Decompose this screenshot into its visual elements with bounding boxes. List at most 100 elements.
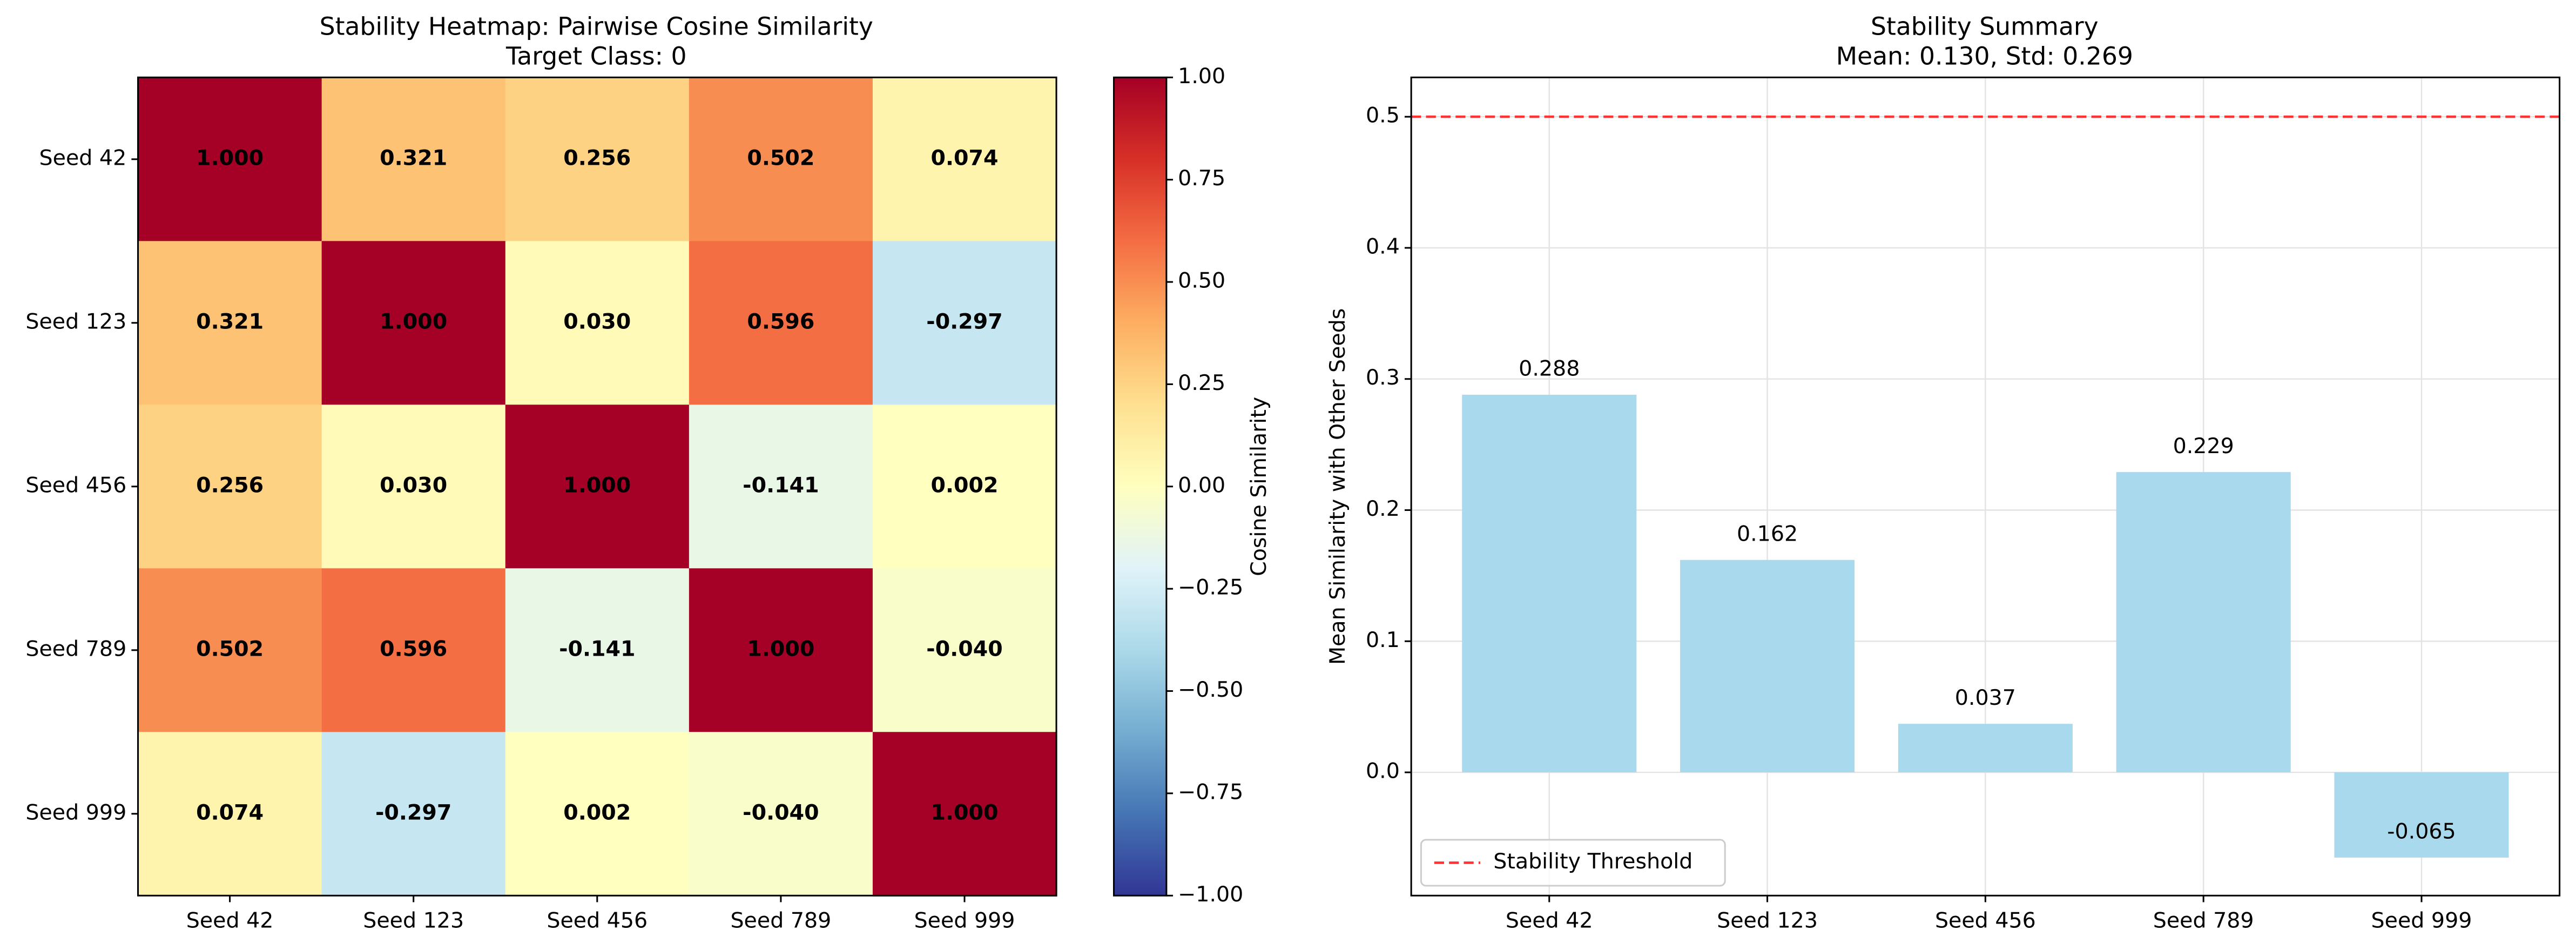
cell-label: 1.000: [196, 145, 264, 170]
heatmap-cell: [689, 405, 874, 569]
bar: [1680, 560, 1855, 773]
cell-label: 0.321: [196, 309, 264, 334]
cell-label: 0.596: [747, 309, 814, 334]
heatmap-cell: [872, 568, 1057, 733]
x-tick-label: Seed 42: [186, 908, 274, 933]
heatmap-cell: [138, 77, 323, 242]
cell-label: 0.030: [563, 309, 631, 334]
heatmap-cell: [689, 241, 874, 406]
bar: [2116, 472, 2291, 773]
bar: [2334, 772, 2509, 858]
y-tick-label: 0.0: [1366, 759, 1400, 784]
colorbar-tick-label: 1.00: [1178, 64, 1225, 89]
heatmap-cell: [321, 568, 507, 733]
colorbar-tick-label: −0.50: [1178, 677, 1243, 702]
plot-frame: [1410, 76, 2561, 897]
heatmap-cell: [321, 241, 507, 406]
heatmap-cell: [505, 405, 690, 569]
cell-label: -0.141: [743, 473, 819, 497]
heatmap-title: Stability Heatmap: Pairwise Cosine Simil…: [320, 12, 873, 41]
colorbar-label: Cosine Similarity: [1246, 397, 1271, 576]
bar-title: Stability Summary: [1871, 12, 2099, 41]
bar-value-label: 0.288: [1519, 356, 1580, 381]
colorbar: [1113, 76, 1168, 897]
colorbar-tick-label: 0.25: [1178, 370, 1225, 395]
heatmap-cell: [321, 732, 507, 897]
cell-label: 0.502: [747, 145, 814, 170]
heatmap-cell: [689, 77, 874, 242]
heatmap-subtitle: Target Class: 0: [505, 42, 687, 70]
y-tick-label: Seed 789: [25, 636, 126, 661]
cell-label: 0.002: [930, 473, 998, 497]
cell-label: -0.297: [926, 309, 1002, 334]
colorbar-tick-label: −1.00: [1178, 882, 1243, 907]
heatmap-cell: [505, 77, 690, 242]
bar: [1462, 394, 1637, 773]
x-tick-label: Seed 999: [2371, 908, 2472, 933]
x-tick-label: Seed 789: [2153, 908, 2254, 933]
colorbar-tick-label: −0.25: [1178, 575, 1243, 600]
x-tick-label: Seed 999: [914, 908, 1015, 933]
heatmap-cell: [689, 732, 874, 897]
x-tick-label: Seed 789: [730, 908, 831, 933]
x-tick-label: Seed 42: [1506, 908, 1593, 933]
cell-label: 1.000: [563, 473, 631, 497]
cell-label: 1.000: [930, 800, 998, 825]
y-tick-label: 0.2: [1366, 496, 1400, 521]
legend-label: Stability Threshold: [1493, 849, 1692, 874]
heatmap-cell: [138, 732, 323, 897]
bar-value-label: 0.162: [1737, 522, 1798, 547]
heatmap-cell: [321, 77, 507, 242]
cell-label: 1.000: [380, 309, 447, 334]
heatmap-cell: [505, 568, 690, 733]
y-tick-label: Seed 42: [39, 145, 127, 170]
y-tick-label: Seed 999: [25, 800, 126, 825]
x-tick-label: Seed 123: [363, 908, 464, 933]
bar-value-label: -0.065: [2387, 819, 2456, 844]
cell-label: 0.002: [563, 800, 631, 825]
cell-label: -0.040: [743, 800, 819, 825]
cell-label: 0.074: [930, 145, 998, 170]
y-tick-label: 0.4: [1366, 234, 1400, 259]
heatmap-cell: [505, 241, 690, 406]
cell-label: -0.297: [375, 800, 451, 825]
heatmap-cell: [138, 241, 323, 406]
y-tick-label: 0.3: [1366, 365, 1400, 390]
colorbar-tick-label: −0.75: [1178, 779, 1243, 804]
bar-value-label: 0.229: [2173, 434, 2234, 459]
x-tick-label: Seed 456: [547, 908, 648, 933]
cell-label: -0.040: [926, 636, 1002, 661]
colorbar-tick-label: 0.75: [1178, 166, 1225, 191]
cell-label: 0.321: [380, 145, 447, 170]
y-tick-label: 0.1: [1366, 628, 1400, 652]
heatmap-cell: [138, 405, 323, 569]
cell-label: -0.141: [559, 636, 635, 661]
heatmap-cell: [689, 568, 874, 733]
cell-label: 1.000: [747, 636, 814, 661]
y-axis-label: Mean Similarity with Other Seeds: [1325, 308, 1350, 665]
colorbar-tick-label: 0.00: [1178, 473, 1225, 497]
cell-label: 0.256: [563, 145, 631, 170]
x-tick-label: Seed 123: [1717, 908, 1818, 933]
cell-label: 0.596: [380, 636, 447, 661]
heatmap-cell: [138, 568, 323, 733]
heatmap-cell: [872, 405, 1057, 569]
heatmap-cell: [872, 77, 1057, 242]
y-tick-label: Seed 456: [25, 473, 126, 497]
x-tick-label: Seed 456: [1935, 908, 2036, 933]
bar-subtitle: Mean: 0.130, Std: 0.269: [1836, 42, 2133, 70]
cell-label: 0.030: [380, 473, 447, 497]
colorbar-tick-label: 0.50: [1178, 268, 1225, 293]
bar: [1898, 724, 2073, 773]
y-tick-label: Seed 123: [25, 309, 126, 334]
y-tick-label: 0.5: [1366, 103, 1400, 128]
bar-value-label: 0.037: [1955, 685, 2016, 710]
legend-box: [1420, 839, 1726, 887]
heatmap-cell: [872, 241, 1057, 406]
heatmap-cell: [505, 732, 690, 897]
heatmap-cell: [321, 405, 507, 569]
heatmap-cell: [872, 732, 1057, 897]
cell-label: 0.256: [196, 473, 264, 497]
